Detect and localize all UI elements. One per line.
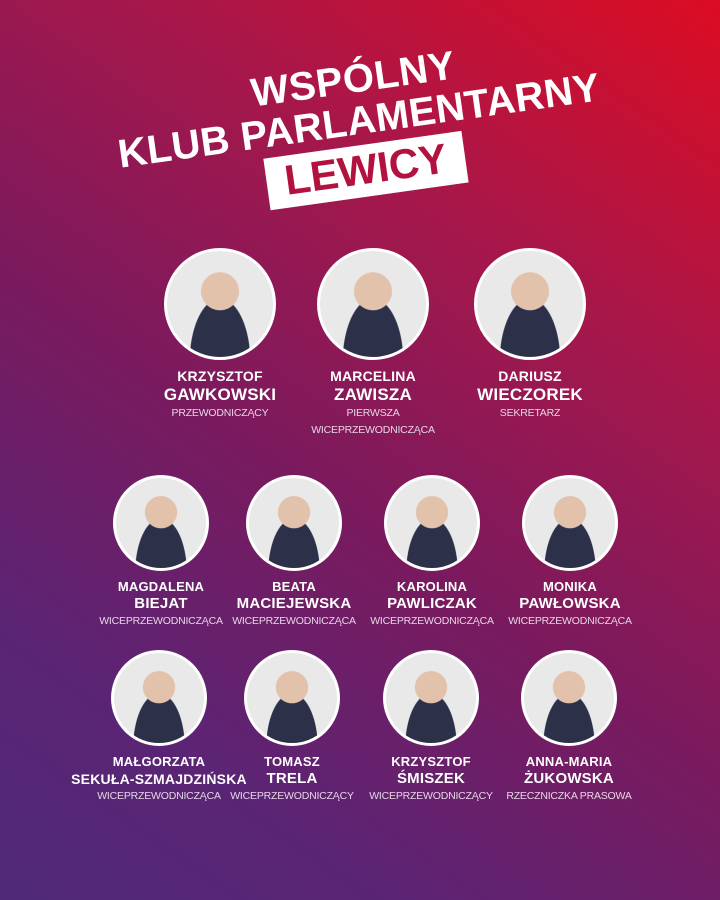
member-card: MONIKA PAWŁOWSKA WICEPRZEWODNICZĄCA: [475, 475, 665, 630]
member-photo: [384, 475, 480, 571]
member-last-name: TRELA: [266, 770, 318, 787]
member-card: KRZYSZTOF ŚMISZEK WICEPRZEWODNICZĄCY: [336, 650, 526, 805]
member-first-name: KRZYSZTOF: [177, 368, 263, 384]
member-card: MARCELINA ZAWISZA PIERWSZA WICEPRZEWODNI…: [273, 248, 473, 439]
member-last-name: ZAWISZA: [334, 385, 412, 404]
member-role: WICEPRZEWODNICZĄCY: [369, 790, 493, 802]
member-photo: [164, 248, 276, 360]
member-role: WICEPRZEWODNICZĄCA: [232, 615, 356, 627]
member-role-line-2: WICEPRZEWODNICZĄCA: [311, 424, 435, 436]
member-card: ANNA-MARIA ŻUKOWSKA RZECZNICZKA PRASOWA: [474, 650, 664, 805]
member-role: WICEPRZEWODNICZĄCA: [97, 790, 221, 802]
member-last-name: ŚMISZEK: [396, 770, 466, 787]
member-card: BEATA MACIEJEWSKA WICEPRZEWODNICZĄCA: [199, 475, 389, 630]
member-card: MAGDALENA BIEJAT WICEPRZEWODNICZĄCA: [66, 475, 256, 630]
member-first-name: TOMASZ: [264, 754, 320, 769]
member-last-name: PAWLICZAK: [387, 595, 477, 612]
member-role: WICEPRZEWODNICZĄCA: [99, 615, 223, 627]
member-first-name: BEATA: [272, 579, 316, 594]
member-role: PIERWSZA: [346, 407, 400, 419]
poster-title: WSPÓLNY KLUB PARLAMENTARNY LEWICY: [73, 21, 647, 236]
member-last-name: GAWKOWSKI: [163, 385, 277, 404]
member-first-name: MAGDALENA: [117, 579, 205, 594]
member-first-name: ANNA-MARIA: [525, 754, 613, 769]
member-photo: [383, 650, 479, 746]
member-card: KAROLINA PAWLICZAK WICEPRZEWODNICZĄCA: [337, 475, 527, 630]
member-card: DARIUSZ WIECZOREK SEKRETARZ: [435, 248, 625, 422]
member-last-name: SEKUŁA-SZMAJDZIŃSKA: [71, 771, 247, 787]
member-first-name: MARCELINA: [330, 368, 416, 384]
member-photo: [474, 248, 586, 360]
member-role: SEKRETARZ: [499, 407, 561, 419]
member-card: KRZYSZTOF GAWKOWSKI PRZEWODNICZĄCY: [125, 248, 315, 422]
member-photo: [244, 650, 340, 746]
member-card: TOMASZ TRELA WICEPRZEWODNICZĄCY: [197, 650, 387, 805]
member-last-name: MACIEJEWSKA: [236, 595, 352, 612]
member-last-name: ŻUKOWSKA: [524, 770, 614, 787]
member-role: RZECZNICZKA PRASOWA: [506, 790, 632, 802]
member-photo: [246, 475, 342, 571]
member-photo: [317, 248, 429, 360]
member-role: WICEPRZEWODNICZĄCA: [508, 615, 632, 627]
member-photo: [522, 475, 618, 571]
member-photo: [521, 650, 617, 746]
member-first-name: MAŁGORZATA: [112, 754, 206, 769]
member-photo: [111, 650, 207, 746]
member-photo: [113, 475, 209, 571]
member-last-name: WIECZOREK: [477, 385, 583, 404]
member-first-name: DARIUSZ: [498, 368, 562, 384]
member-role: PRZEWODNICZĄCY: [171, 407, 269, 419]
member-first-name: KRZYSZTOF: [391, 754, 471, 769]
member-last-name: PAWŁOWSKA: [519, 595, 621, 612]
member-first-name: KAROLINA: [396, 579, 468, 594]
member-first-name: MONIKA: [543, 579, 597, 594]
member-role: WICEPRZEWODNICZĄCA: [370, 615, 494, 627]
member-card: MAŁGORZATA SEKUŁA-SZMAJDZIŃSKA WICEPRZEW…: [59, 650, 259, 805]
member-role: WICEPRZEWODNICZĄCY: [230, 790, 354, 802]
member-last-name: BIEJAT: [134, 595, 188, 612]
